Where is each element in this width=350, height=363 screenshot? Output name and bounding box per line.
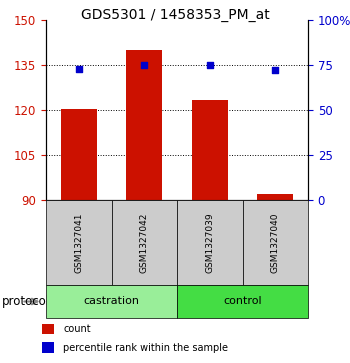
Point xyxy=(207,62,212,68)
Point xyxy=(76,66,82,72)
Point xyxy=(272,68,278,73)
Point xyxy=(141,62,147,68)
Text: castration: castration xyxy=(84,297,140,306)
Text: percentile rank within the sample: percentile rank within the sample xyxy=(63,343,228,352)
Text: GSM1327040: GSM1327040 xyxy=(271,212,280,273)
Text: GDS5301 / 1458353_PM_at: GDS5301 / 1458353_PM_at xyxy=(80,8,270,22)
Bar xyxy=(126,50,162,200)
Text: count: count xyxy=(63,324,91,334)
Bar xyxy=(192,99,228,200)
Text: GSM1327041: GSM1327041 xyxy=(74,212,83,273)
Bar xyxy=(257,194,293,200)
Text: GSM1327039: GSM1327039 xyxy=(205,212,214,273)
Text: protocol: protocol xyxy=(2,295,50,308)
Text: GSM1327042: GSM1327042 xyxy=(140,212,149,273)
Bar xyxy=(61,109,97,200)
Text: control: control xyxy=(223,297,262,306)
